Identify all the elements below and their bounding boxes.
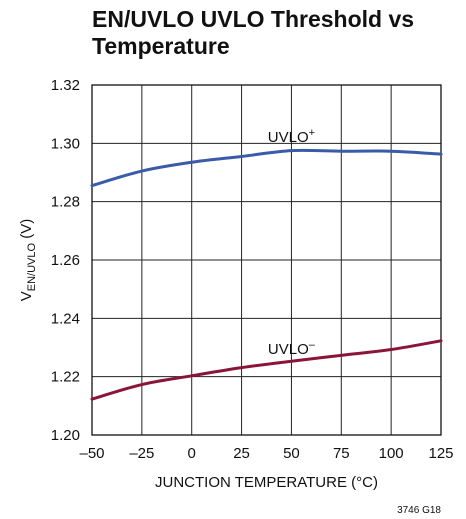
x-tick-label: 50 (283, 445, 300, 462)
series-line (90, 339, 443, 401)
y-axis-label-main: V (18, 291, 35, 301)
y-axis-label: VEN/UVLO (V) (18, 219, 38, 301)
x-tick-label: 25 (233, 445, 250, 462)
y-tick-label: 1.20 (51, 427, 80, 444)
figure-code: 3746 G18 (397, 505, 441, 516)
x-tick-label: 100 (379, 445, 404, 462)
y-axis-label-sub: EN/UVLO (26, 242, 38, 291)
y-axis-label-unit: (V) (18, 219, 35, 243)
x-axis-label: JUNCTION TEMPERATURE (°C) (155, 474, 378, 491)
series-line (90, 148, 443, 188)
series-label: UVLO+ (268, 127, 315, 146)
x-tick-label: –25 (129, 445, 154, 462)
grid-lines (92, 85, 441, 435)
x-tick-label: 125 (428, 445, 453, 462)
y-tick-label: 1.28 (51, 194, 80, 211)
y-tick-labels: 1.20 1.22 1.24 1.26 1.28 1.30 1.32 (51, 77, 80, 444)
chart-title: EN/UVLO UVLO Threshold vs Temperature (92, 6, 415, 59)
series-layer (90, 148, 443, 401)
plot-frame (91, 84, 442, 436)
y-tick-label: 1.30 (51, 135, 80, 152)
series-label: UVLO– (268, 339, 316, 358)
x-tick-label: –50 (79, 445, 104, 462)
y-tick-label: 1.32 (51, 77, 80, 94)
x-tick-labels: –50 –25 0 25 50 75 100 125 (79, 445, 453, 462)
y-tick-label: 1.26 (51, 252, 80, 269)
series-annotations: UVLO+ UVLO– (268, 127, 316, 358)
y-tick-label: 1.22 (51, 369, 80, 386)
x-tick-label: 0 (188, 445, 196, 462)
y-tick-label: 1.24 (51, 310, 80, 327)
x-tick-label: 75 (333, 445, 350, 462)
